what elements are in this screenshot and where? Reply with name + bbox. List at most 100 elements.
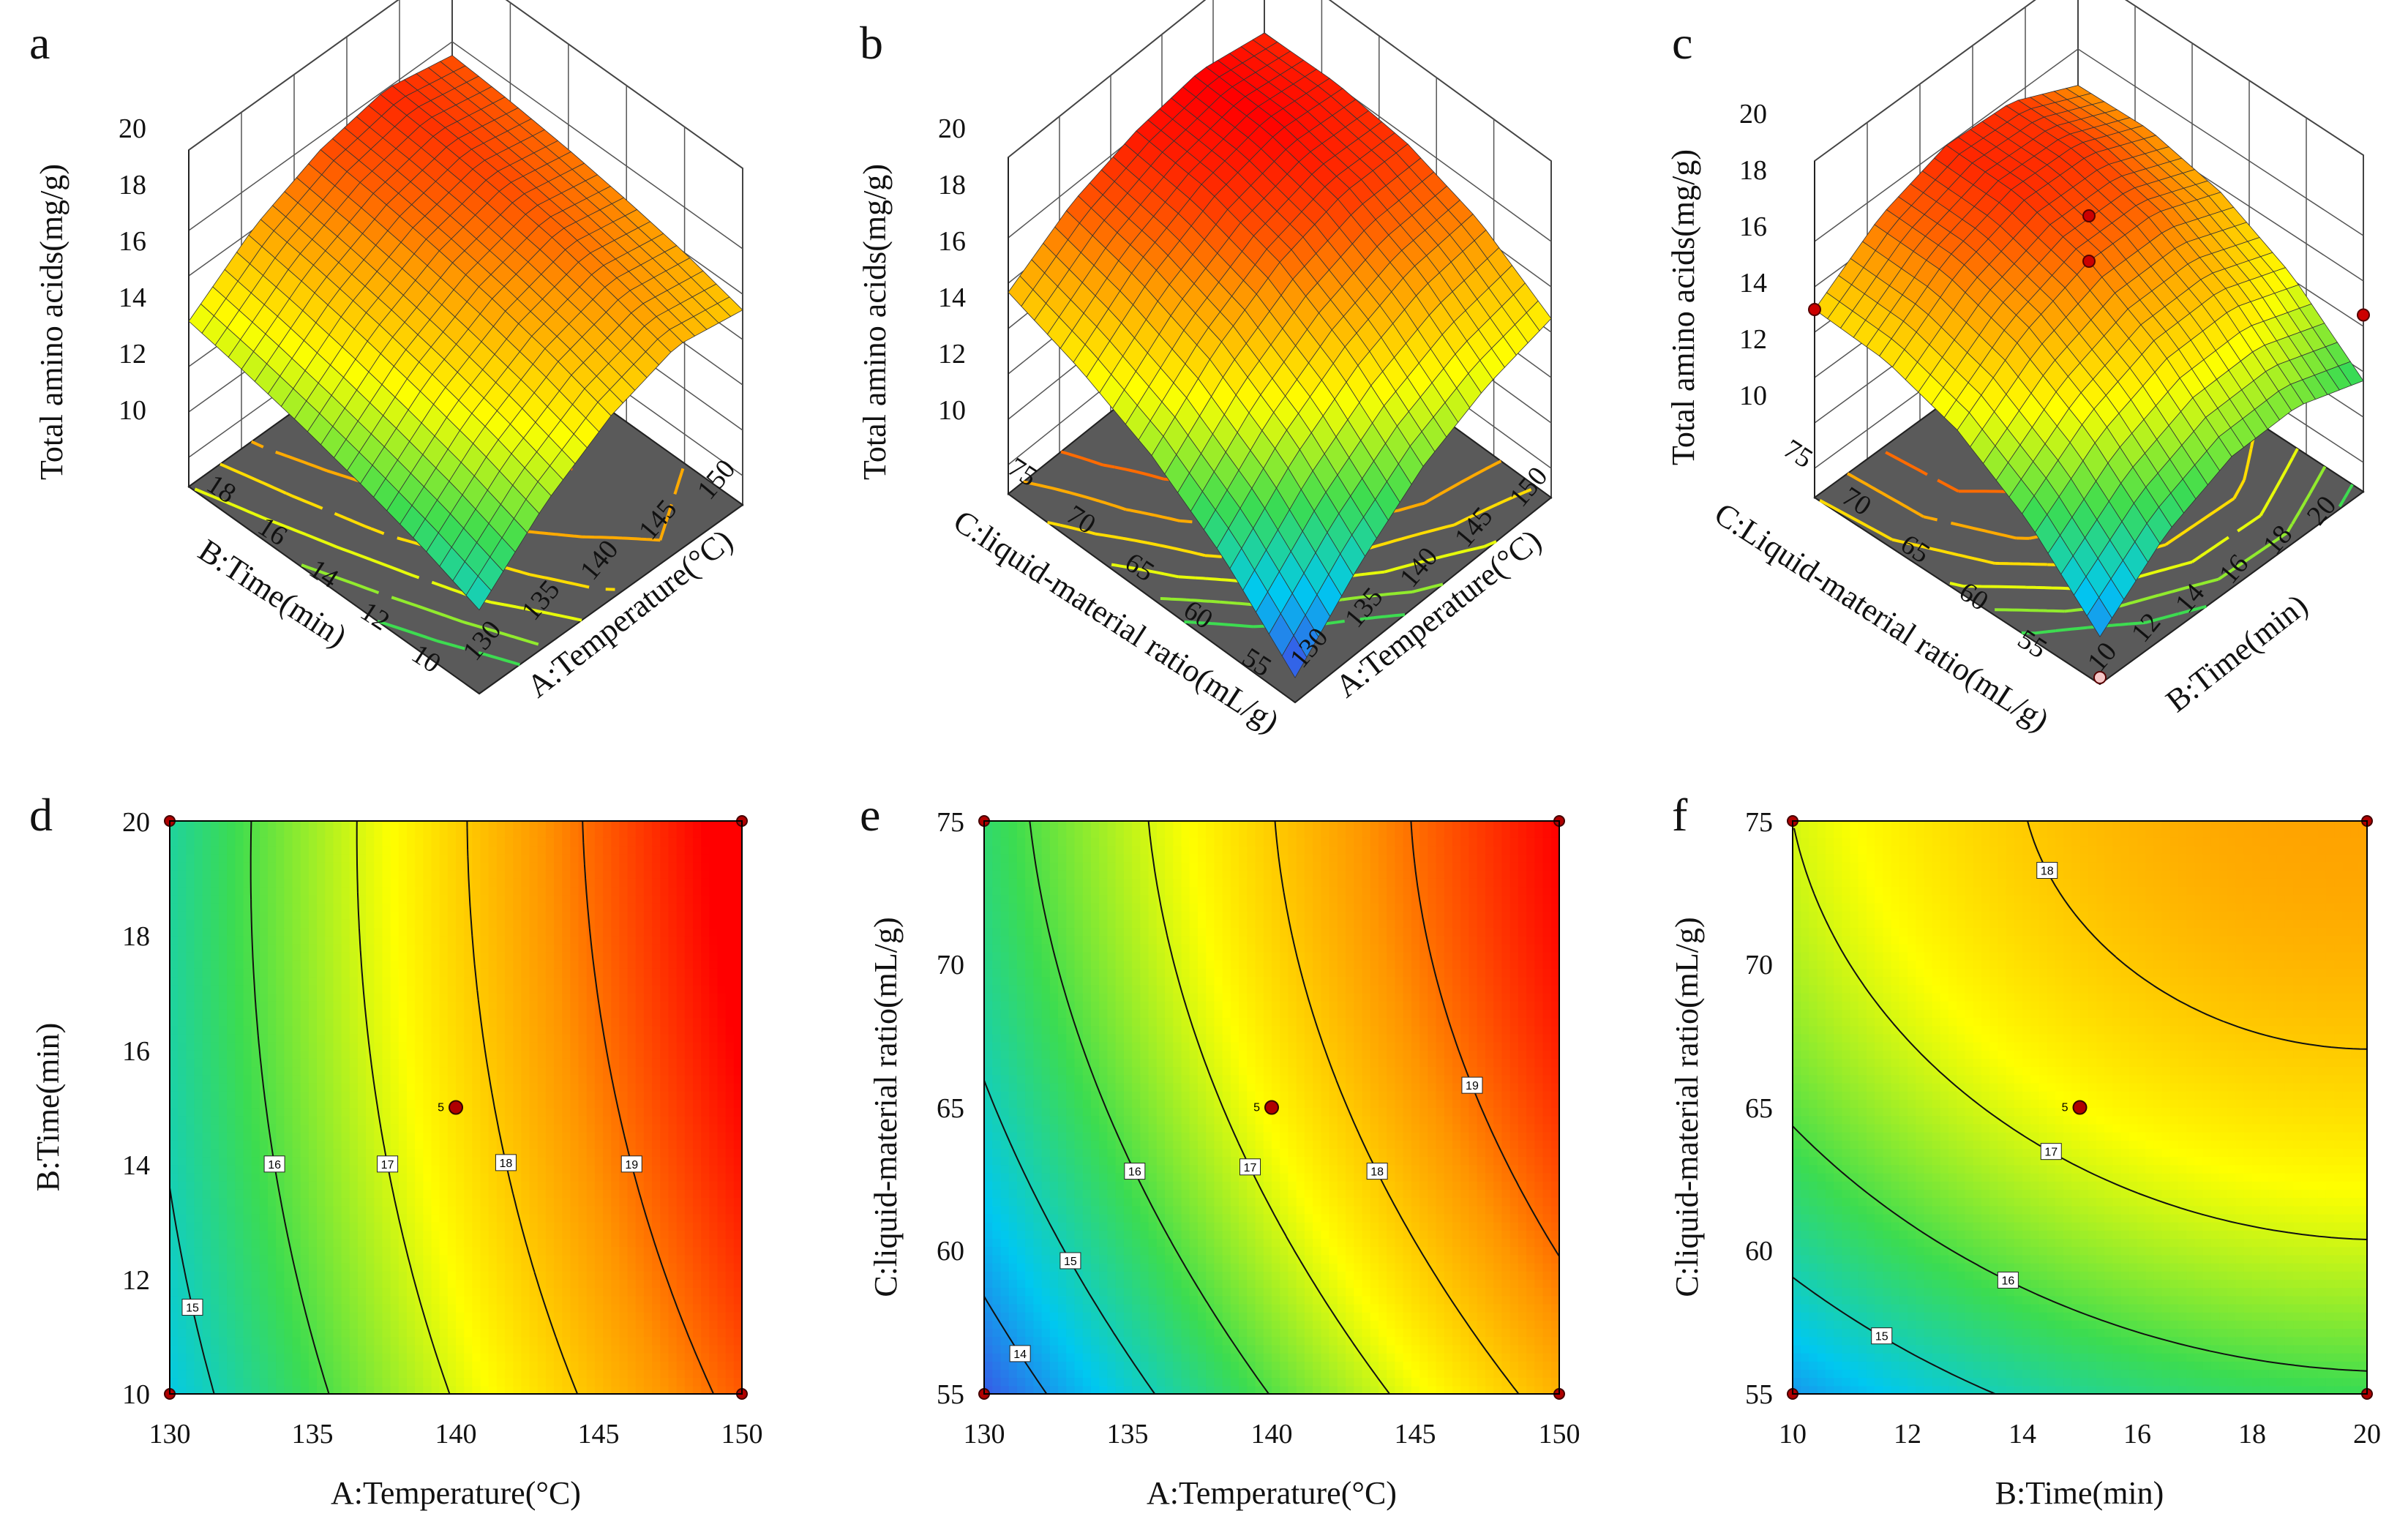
field-cell <box>202 1123 211 1133</box>
field-cell <box>488 1328 498 1338</box>
field-cell <box>259 1377 269 1387</box>
z-tick: 20 <box>119 113 146 144</box>
field-cell <box>202 927 211 937</box>
field-cell <box>292 1115 301 1125</box>
field-cell <box>300 919 310 929</box>
field-cell <box>308 1123 318 1133</box>
field-cell <box>210 1320 220 1330</box>
field-cell <box>562 1336 571 1346</box>
field-cell <box>545 943 555 953</box>
field-cell <box>251 1091 260 1100</box>
field-cell <box>439 1189 449 1199</box>
field-cell <box>382 902 391 912</box>
field-cell <box>333 919 342 929</box>
field-cell <box>268 878 277 888</box>
field-cell <box>292 976 301 986</box>
field-cell <box>219 984 228 994</box>
field-cell <box>562 1279 571 1289</box>
field-cell <box>415 1312 424 1321</box>
field-cell <box>439 1115 449 1125</box>
field-cell <box>464 1222 473 1231</box>
field-cell <box>406 911 416 920</box>
field-cell <box>505 1230 514 1240</box>
field-cell <box>374 992 383 1002</box>
field-cell <box>308 1279 318 1289</box>
field-cell <box>333 1205 342 1215</box>
field-cell <box>349 1263 359 1272</box>
field-cell <box>423 1205 432 1215</box>
field-cell <box>366 984 375 994</box>
field-cell <box>390 1344 400 1354</box>
field-cell <box>202 845 211 855</box>
field-cell <box>423 1107 432 1117</box>
field-cell <box>268 1287 277 1297</box>
field-cell <box>325 943 334 953</box>
field-cell <box>292 1181 301 1190</box>
field-cell <box>357 1140 367 1150</box>
field-cell <box>447 829 457 838</box>
surface-plot-a: 20 18 16 14 12 10 Total amino acids(mg/g… <box>34 0 744 705</box>
field-cell <box>423 911 432 920</box>
field-cell <box>456 911 465 920</box>
field-cell <box>529 878 539 888</box>
field-cell <box>488 935 498 945</box>
field-cell <box>357 1238 367 1248</box>
field-cell <box>349 1066 359 1076</box>
field-cell <box>227 960 236 969</box>
field-cell <box>505 1132 514 1141</box>
field-cell <box>292 1222 301 1231</box>
field-cell <box>472 878 481 888</box>
field-cell <box>390 1369 400 1379</box>
field-cell <box>357 853 367 863</box>
field-cell <box>292 1213 301 1223</box>
field-cell <box>219 1271 228 1280</box>
field-cell <box>202 1213 211 1223</box>
field-cell <box>390 1336 400 1346</box>
field-cell <box>276 1033 285 1043</box>
field-cell <box>496 870 506 879</box>
field-cell <box>333 1336 342 1346</box>
field-cell <box>284 845 293 855</box>
field-cell <box>382 1361 391 1370</box>
field-cell <box>496 829 506 838</box>
field-cell <box>496 1058 506 1068</box>
field-cell <box>480 1181 490 1190</box>
field-cell <box>496 1017 506 1027</box>
field-cell <box>259 1033 269 1043</box>
field-cell <box>202 1205 211 1215</box>
field-cell <box>415 1115 424 1125</box>
field-cell <box>317 919 326 929</box>
field-cell <box>227 853 236 863</box>
field-cell <box>439 1042 449 1051</box>
field-cell <box>439 1091 449 1100</box>
field-cell <box>488 1361 498 1370</box>
field-cell <box>251 829 260 838</box>
field-cell <box>431 1320 440 1330</box>
field-cell <box>464 1001 473 1010</box>
field-cell <box>366 1009 375 1019</box>
field-cell <box>382 1254 391 1264</box>
field-cell <box>415 943 424 953</box>
field-cell <box>341 1189 350 1199</box>
field-cell <box>521 1336 530 1346</box>
field-cell <box>333 951 342 961</box>
field-cell <box>292 1058 301 1068</box>
panel-label-a: a <box>29 17 50 69</box>
field-cell <box>431 1197 440 1207</box>
field-cell <box>554 1312 563 1321</box>
field-cell <box>464 894 473 904</box>
field-cell <box>308 911 318 920</box>
field-cell <box>480 845 490 855</box>
field-cell <box>349 1115 359 1125</box>
field-cell <box>227 1344 236 1354</box>
field-cell <box>227 1303 236 1313</box>
field-cell <box>529 927 539 937</box>
field-cell <box>333 1001 342 1010</box>
field-cell <box>300 902 310 912</box>
field-cell <box>317 1303 326 1313</box>
field-cell <box>406 1050 416 1059</box>
field-cell <box>308 1287 318 1297</box>
field-cell <box>496 1361 506 1370</box>
field-cell <box>480 960 490 969</box>
field-cell <box>423 943 432 953</box>
